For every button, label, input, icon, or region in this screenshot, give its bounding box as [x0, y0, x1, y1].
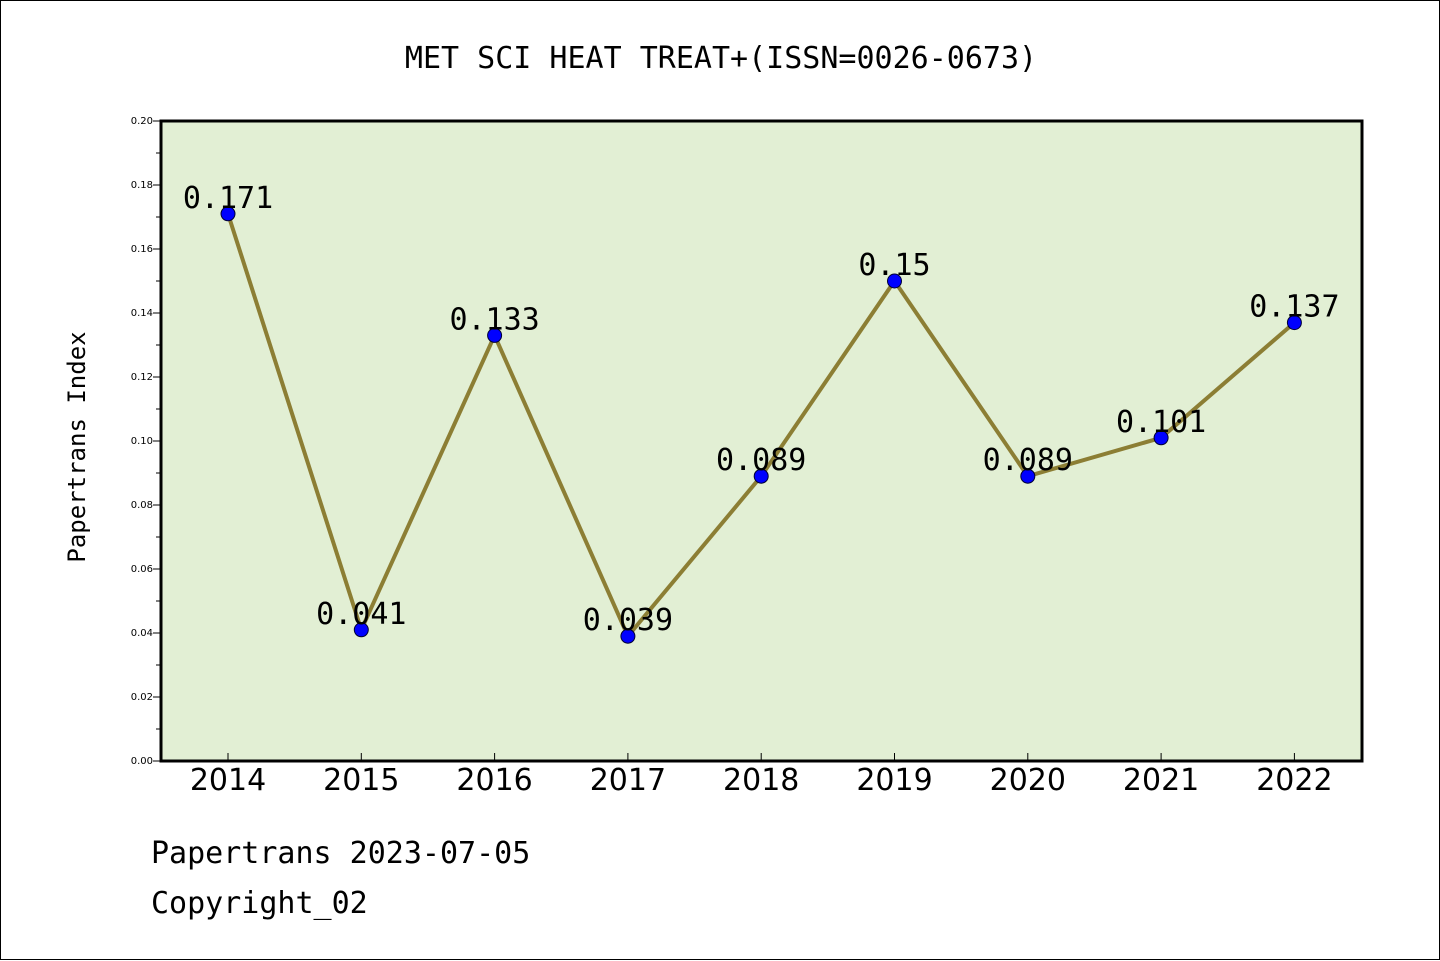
x-tick-label: 2017	[590, 763, 666, 798]
data-label: 0.039	[583, 603, 673, 638]
data-point-marker	[887, 273, 902, 289]
data-point-marker	[487, 327, 503, 343]
data-point-marker	[353, 622, 369, 638]
y-tick-label: 0.16	[131, 244, 153, 255]
data-point-marker	[753, 468, 769, 484]
source-date-text: Papertrans 2023-07-05	[151, 836, 531, 871]
copyright-text: Copyright_02	[151, 886, 368, 921]
marker-group	[220, 206, 1302, 644]
x-tick-label: 2016	[456, 763, 532, 798]
data-label: 0.089	[716, 443, 806, 478]
x-tick-label: 2022	[1256, 763, 1332, 798]
y-tick-label: 0.12	[131, 372, 153, 383]
y-tick-label: 0.04	[131, 628, 153, 639]
x-tick-label: 2019	[856, 763, 932, 798]
data-point-marker	[1020, 468, 1036, 484]
data-label: 0.133	[449, 302, 539, 337]
data-point-marker	[220, 206, 236, 222]
data-label: 0.041	[316, 597, 406, 632]
x-tick-label: 2014	[190, 763, 266, 798]
data-label: 0.089	[983, 443, 1073, 478]
data-label: 0.15	[858, 248, 930, 283]
x-axis: 2014 2015 2016 2017 2018 2019 2020 2021 2022	[190, 753, 1333, 798]
y-tick-label: 0.08	[131, 500, 153, 511]
x-tick-label: 2018	[723, 763, 799, 798]
y-axis: 0.00 0.02 0.04 0.06 0.08 0.10 0.12 0.14 0.16 0.18…	[131, 116, 161, 767]
plot-area	[159, 119, 1364, 763]
y-tick-label: 0.20	[131, 116, 153, 127]
y-tick-label: 0.00	[131, 756, 153, 767]
data-label-group: 0.171 0.041 0.133 0.039 0.089 0.15 0.089 0.101 0…	[183, 181, 1340, 638]
x-tick-label: 2021	[1123, 763, 1199, 798]
y-tick-label: 0.14	[131, 308, 153, 319]
y-tick-label: 0.18	[131, 180, 153, 191]
y-axis-label: Papertrans Index	[63, 331, 91, 562]
data-point-marker	[1153, 430, 1169, 446]
data-point-marker	[1286, 315, 1302, 331]
data-label: 0.137	[1249, 290, 1339, 325]
y-tick-label: 0.02	[131, 692, 153, 703]
x-tick-label: 2020	[990, 763, 1066, 798]
y-tick-label: 0.06	[131, 564, 153, 575]
y-tick-label: 0.10	[131, 436, 153, 447]
data-label: 0.171	[183, 181, 273, 216]
data-point-marker	[620, 628, 636, 644]
x-tick-label: 2015	[323, 763, 399, 798]
chart-title: MET SCI HEAT TREAT+(ISSN=0026-0673)	[405, 41, 1037, 76]
data-label: 0.101	[1116, 405, 1206, 440]
